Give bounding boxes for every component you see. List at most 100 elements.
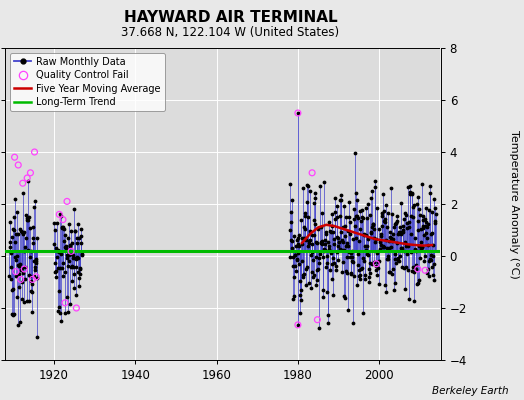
Point <box>9 226 17 233</box>
Point <box>397 230 406 236</box>
Point <box>25 214 33 220</box>
Point <box>427 231 435 237</box>
Point <box>421 216 429 222</box>
Point <box>75 235 83 242</box>
Point <box>310 232 319 238</box>
Point <box>388 211 396 218</box>
Point <box>300 235 308 241</box>
Point <box>56 211 64 217</box>
Point <box>78 250 86 257</box>
Point <box>6 219 15 226</box>
Point <box>417 246 425 252</box>
Point <box>392 220 401 226</box>
Point <box>50 220 58 226</box>
Point <box>363 251 372 258</box>
Point <box>294 110 302 116</box>
Point <box>65 221 73 227</box>
Point <box>298 241 307 247</box>
Point <box>298 235 306 241</box>
Point <box>293 250 302 257</box>
Point <box>307 241 315 248</box>
Point <box>289 296 297 302</box>
Point <box>329 292 337 299</box>
Point <box>286 180 294 187</box>
Point <box>343 270 351 277</box>
Point <box>290 274 299 280</box>
Point <box>56 310 64 316</box>
Point <box>355 266 364 273</box>
Point <box>414 280 422 286</box>
Point <box>20 266 28 272</box>
Point <box>389 236 398 242</box>
Point <box>403 250 411 257</box>
Point <box>386 229 394 236</box>
Point <box>61 300 69 306</box>
Point <box>14 322 23 329</box>
Point <box>356 226 365 232</box>
Point <box>303 214 312 220</box>
Point <box>418 244 426 250</box>
Point <box>312 282 321 289</box>
Point <box>315 182 324 189</box>
Point <box>420 232 429 238</box>
Point <box>340 203 348 210</box>
Point <box>51 245 60 252</box>
Point <box>327 250 335 256</box>
Point <box>315 255 323 262</box>
Text: HAYWARD AIR TERMINAL: HAYWARD AIR TERMINAL <box>124 10 337 25</box>
Point <box>319 254 327 260</box>
Point <box>15 271 23 277</box>
Point <box>352 190 360 196</box>
Point <box>332 267 340 274</box>
Point <box>318 238 326 244</box>
Point <box>387 185 395 192</box>
Point <box>420 222 429 229</box>
Point <box>26 273 34 279</box>
Point <box>376 233 385 239</box>
Point <box>301 237 310 244</box>
Point <box>409 214 417 220</box>
Point <box>427 251 435 258</box>
Point <box>405 224 413 231</box>
Point <box>72 264 81 270</box>
Point <box>397 245 405 251</box>
Point <box>361 276 369 282</box>
Point <box>16 318 25 325</box>
Point <box>14 231 22 237</box>
Point <box>32 258 41 264</box>
Point <box>403 266 412 273</box>
Point <box>431 218 439 224</box>
Point <box>60 244 69 250</box>
Point <box>18 265 27 272</box>
Point <box>405 219 413 225</box>
Point <box>379 243 387 250</box>
Point <box>311 195 319 202</box>
Point <box>365 274 374 280</box>
Point <box>335 239 343 245</box>
Point <box>419 216 428 223</box>
Point <box>396 228 404 235</box>
Point <box>370 226 379 233</box>
Point <box>63 198 71 205</box>
Point <box>10 254 19 260</box>
Point <box>406 191 414 198</box>
Point <box>289 263 298 270</box>
Point <box>369 235 378 242</box>
Point <box>59 216 67 223</box>
Point <box>335 238 343 245</box>
Point <box>305 280 313 286</box>
Point <box>416 276 424 283</box>
Point <box>6 263 15 270</box>
Point <box>360 230 368 237</box>
Point <box>381 218 389 225</box>
Point <box>399 265 408 272</box>
Point <box>13 253 21 259</box>
Point <box>57 318 66 324</box>
Point <box>371 177 379 184</box>
Point <box>303 182 311 188</box>
Point <box>387 244 395 250</box>
Point <box>32 334 41 340</box>
Point <box>429 253 438 259</box>
Point <box>402 264 410 270</box>
Point <box>23 217 31 224</box>
